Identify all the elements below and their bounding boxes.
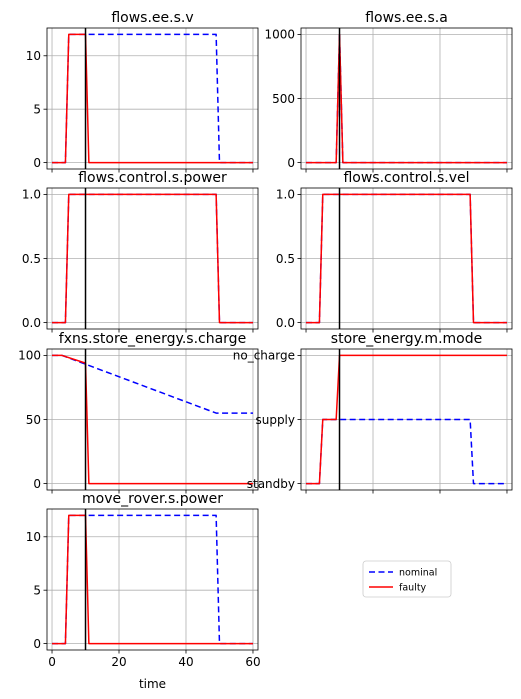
- y-tick-label: 1.0: [276, 188, 295, 202]
- y-tick-label: no_charge: [233, 349, 295, 363]
- series-line-faulty: [52, 514, 253, 645]
- y-tick-label: 0: [287, 156, 295, 170]
- axes-frame: [46, 27, 259, 170]
- legend-label-nominal: nominal: [399, 568, 437, 579]
- series-line-faulty: [52, 33, 253, 164]
- y-tick-label: 500: [272, 92, 295, 106]
- y-tick-label: 0.5: [22, 252, 41, 266]
- series-line-nominal: [52, 33, 253, 164]
- series-line-faulty: [306, 193, 507, 324]
- subplot-title: store_energy.m.mode: [331, 331, 482, 347]
- y-tick-label: 0.0: [276, 316, 295, 330]
- y-tick-label: supply: [255, 413, 295, 427]
- series-line-faulty: [306, 354, 507, 485]
- subplot-2: 0 500 1000 flows.ee.s.a: [264, 10, 513, 173]
- y-tick-label: 10: [26, 49, 41, 63]
- subplot-title: flows.control.s.vel: [343, 170, 469, 186]
- y-tick-label: 0: [33, 637, 41, 651]
- y-tick-label: 10: [26, 530, 41, 544]
- subplot-4: 0.0 0.5 1.0 flows.control.s.vel: [276, 170, 513, 333]
- series-line-nominal: [52, 514, 253, 645]
- subplot-title: flows.control.s.power: [78, 170, 227, 186]
- subplot-title: move_rover.s.power: [82, 491, 223, 507]
- subplot-7: 0 20 40 60 0 5 10 move_rover.s.power: [26, 491, 261, 669]
- x-tick-label: 40: [178, 655, 193, 669]
- y-tick-label: 100: [18, 349, 41, 363]
- y-tick-label: 0.5: [276, 252, 295, 266]
- axes-frame: [46, 508, 259, 651]
- y-tick-label: 50: [26, 413, 41, 427]
- y-tick-label: 5: [33, 102, 41, 116]
- x-tick-label: 60: [245, 655, 260, 669]
- subplot-5: 0 50 100 fxns.store_energy.s.charge: [18, 331, 259, 494]
- y-tick-label: 5: [33, 583, 41, 597]
- series-line-nominal: [306, 418, 507, 485]
- legend: nominal faulty: [362, 560, 452, 598]
- y-tick-label: 0.0: [22, 316, 41, 330]
- y-tick-label: 1000: [264, 28, 295, 42]
- subplot-6: standby supply no_charge store_energy.m.mod…: [233, 331, 513, 494]
- legend-frame: [362, 560, 452, 598]
- subplot-3: 0.0 0.5 1.0 flows.control.s.power: [22, 170, 259, 333]
- series-line-faulty: [52, 193, 253, 324]
- x-tick-label: 0: [48, 655, 56, 669]
- subplot-title: flows.ee.s.v: [111, 10, 193, 26]
- x-tick-label: 20: [111, 655, 126, 669]
- x-axis-label: time: [139, 677, 166, 691]
- series-line-nominal: [52, 354, 253, 414]
- y-tick-label: 0: [33, 477, 41, 491]
- subplot-title: flows.ee.s.a: [365, 10, 448, 26]
- subplot-1: 0 5 10 flows.ee.s.v: [26, 10, 259, 173]
- y-tick-label: 0: [33, 156, 41, 170]
- subplot-title: fxns.store_energy.s.charge: [59, 331, 246, 347]
- legend-label-faulty: faulty: [399, 583, 427, 594]
- y-tick-label: standby: [247, 477, 295, 491]
- y-tick-label: 1.0: [22, 188, 41, 202]
